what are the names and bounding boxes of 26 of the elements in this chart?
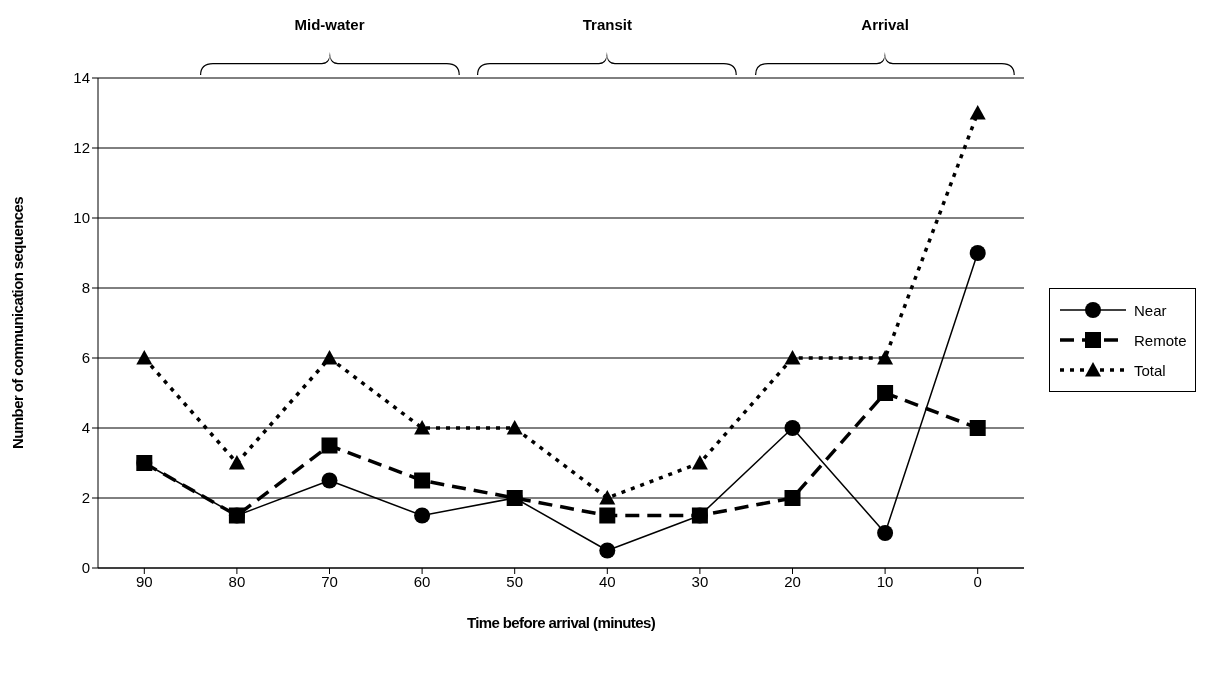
- text: Transit: [581, 16, 633, 33]
- y-tick-label: 0: [81, 559, 90, 577]
- x-axis-title: Time before arrival (minutes): [466, 614, 656, 631]
- x-tick-label: 30: [691, 572, 709, 590]
- x-tick-label: 70: [321, 572, 338, 590]
- x-tick-label: 40: [598, 572, 616, 590]
- y-tick-label: 14: [73, 69, 90, 87]
- x-tick-label: 10: [876, 572, 894, 590]
- x-tick-label: 50: [506, 572, 524, 590]
- y-tick-label: 12: [73, 139, 90, 157]
- y-tick-label: 2: [81, 489, 90, 507]
- y-tick-label: 10: [73, 209, 90, 227]
- legend-label: Remote: [1134, 331, 1187, 349]
- x-tick-label: 90: [135, 572, 153, 590]
- legend-label: Total: [1134, 361, 1166, 379]
- x-tick-label: 60: [413, 572, 431, 590]
- y-tick-label: 6: [81, 349, 90, 367]
- x-tick-label: 0: [973, 572, 982, 590]
- y-tick-label: 4: [81, 419, 90, 437]
- y-tick-label: 8: [81, 279, 90, 297]
- legend-label: Near: [1134, 301, 1167, 319]
- y-axis-title: Number of communication sequences: [9, 196, 27, 449]
- text: Arrival: [860, 16, 910, 33]
- x-tick-label: 20: [784, 572, 801, 590]
- text: Mid-water: [293, 16, 366, 33]
- x-tick-label: 80: [228, 572, 246, 590]
